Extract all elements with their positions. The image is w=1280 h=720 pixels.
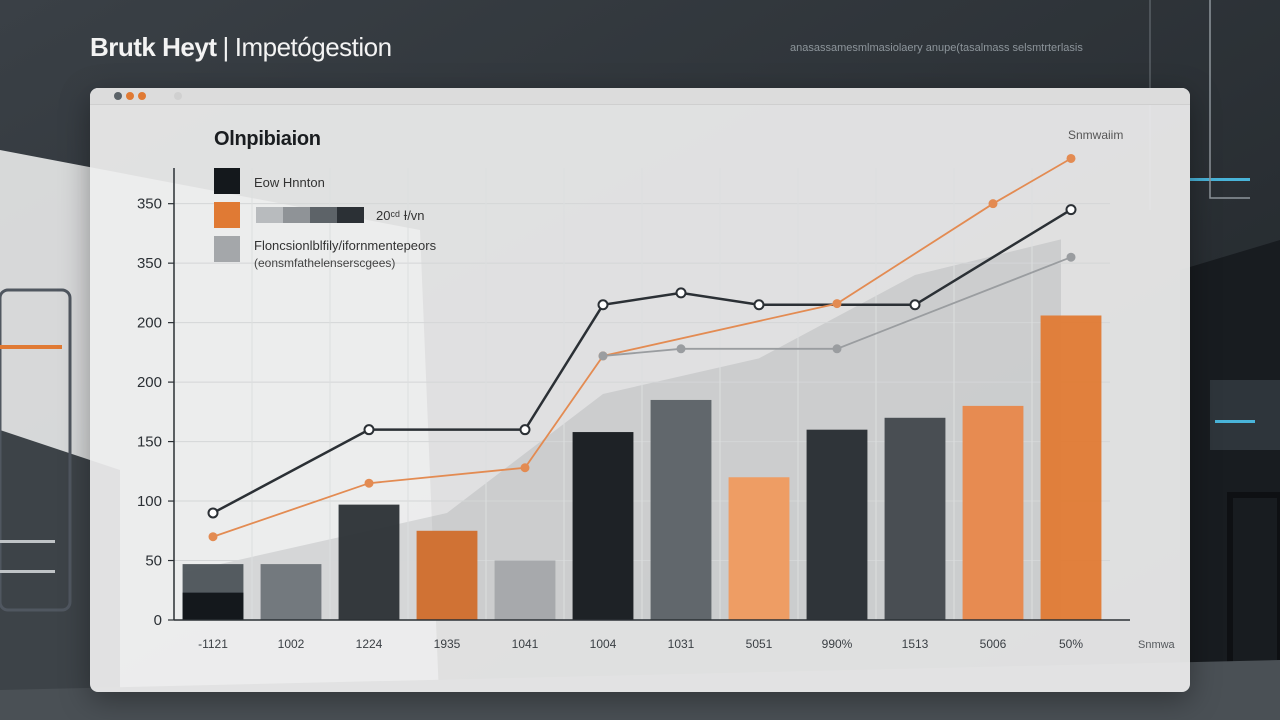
window-titlebar bbox=[90, 88, 1190, 105]
x-tick-label: 5006 bbox=[980, 637, 1007, 651]
y-tick-label: 50 bbox=[145, 553, 162, 570]
x-tick-label: 5051 bbox=[746, 637, 773, 651]
bar bbox=[494, 560, 556, 620]
window-dot-4 bbox=[174, 92, 182, 100]
series-line-3 bbox=[602, 256, 1072, 357]
series-line-1 bbox=[212, 208, 1072, 515]
y-tick-label: 350 bbox=[137, 255, 162, 272]
header-caption: anasassamesmlmasiolaery anupe(tasalmass … bbox=[790, 42, 1083, 54]
legend-label-2: 20ᶜᵈ Ɨ/vn bbox=[376, 208, 425, 223]
y-tick-label: 100 bbox=[137, 493, 162, 510]
series-point bbox=[208, 532, 218, 542]
y-tick-label: 200 bbox=[137, 374, 162, 391]
x-tick-label: 1513 bbox=[902, 637, 929, 651]
series-point bbox=[676, 344, 686, 354]
series-point bbox=[598, 351, 608, 361]
legend-note-3: (eonsmfathelenserscgees) bbox=[254, 256, 396, 270]
series-point bbox=[832, 344, 842, 354]
brand-name: Brutk Heyt bbox=[90, 32, 217, 62]
bar bbox=[884, 417, 946, 620]
legend-label-1: Eow Hnnton bbox=[254, 175, 325, 190]
x-tick-label: 1224 bbox=[356, 637, 383, 651]
legend-label-3: Floncsionlblfily/ifornmentepeors bbox=[254, 238, 437, 253]
bar-segment bbox=[182, 592, 244, 620]
x-tick-label: -1121 bbox=[198, 637, 228, 651]
x-tick-label: 1935 bbox=[434, 637, 461, 651]
x-tick-label: 1041 bbox=[512, 637, 539, 651]
series-point bbox=[675, 287, 687, 299]
bar bbox=[338, 504, 400, 620]
y-tick-label: 350 bbox=[137, 196, 162, 213]
x-axis-end-label: Snmwa bbox=[1138, 639, 1176, 651]
chart-corner-label: Snmwaiim bbox=[1068, 128, 1124, 142]
y-tick-label: 150 bbox=[137, 434, 162, 451]
series-point bbox=[1065, 204, 1077, 216]
series-point bbox=[207, 507, 219, 519]
legend-gradient-bar bbox=[256, 207, 364, 223]
brand-title: Brutk Heyt | Impetógestion bbox=[90, 32, 392, 63]
series-point bbox=[909, 299, 921, 311]
window-dot-2[interactable] bbox=[126, 92, 134, 100]
chart: 0 50 100 150 200 200 350 350 -1121 1002 1224 1935 10… bbox=[137, 153, 1176, 651]
x-tick-label: 990% bbox=[822, 637, 853, 651]
bar bbox=[962, 405, 1024, 620]
bar bbox=[1040, 315, 1102, 620]
bar bbox=[728, 477, 790, 620]
window-dot-1[interactable] bbox=[114, 92, 122, 100]
series-point bbox=[364, 478, 374, 488]
bar bbox=[572, 432, 634, 620]
series-point bbox=[597, 299, 609, 311]
legend-swatch-3 bbox=[214, 236, 240, 262]
bar bbox=[260, 564, 322, 620]
series-point bbox=[363, 424, 375, 436]
window-dot-3[interactable] bbox=[138, 92, 146, 100]
series-point bbox=[520, 463, 530, 473]
series-point bbox=[519, 424, 531, 436]
legend-swatch-2 bbox=[214, 202, 240, 228]
chart-title: Olnpibiaion bbox=[214, 128, 321, 150]
bar bbox=[416, 530, 478, 620]
series-point bbox=[1066, 153, 1076, 163]
bar bbox=[650, 399, 712, 620]
x-tick-label: 1031 bbox=[668, 637, 695, 651]
legend-swatch-1 bbox=[214, 168, 240, 194]
x-tick-label: 1002 bbox=[278, 637, 305, 651]
bar bbox=[806, 429, 868, 620]
x-tick-label: 1004 bbox=[590, 637, 617, 651]
series-point bbox=[988, 199, 998, 209]
y-tick-label: 0 bbox=[154, 612, 162, 629]
x-tick-label: 50% bbox=[1059, 637, 1083, 651]
chart-window: 0 50 100 150 200 200 350 350 -1121 1002 1224 1935 10… bbox=[90, 88, 1190, 692]
series-point bbox=[753, 299, 765, 311]
brand-subtitle: Impetógestion bbox=[234, 32, 392, 62]
y-tick-label: 200 bbox=[137, 315, 162, 332]
series-point bbox=[832, 299, 842, 309]
brand-separator: | bbox=[222, 32, 229, 62]
series-point bbox=[1066, 252, 1076, 262]
